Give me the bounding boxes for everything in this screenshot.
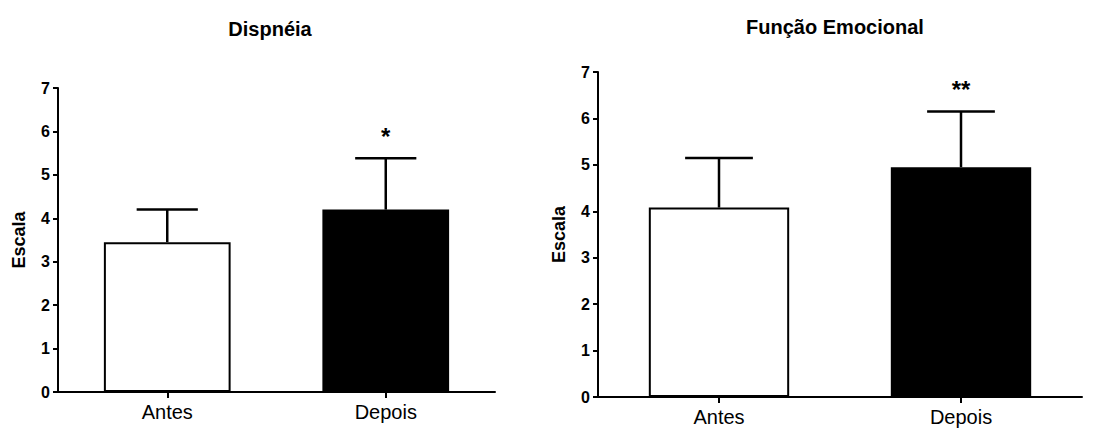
svg-text:7: 7 [581, 64, 590, 81]
svg-text:Dispnéia: Dispnéia [228, 18, 312, 40]
svg-text:1: 1 [581, 342, 590, 359]
svg-text:1: 1 [41, 340, 50, 357]
svg-text:6: 6 [41, 123, 50, 140]
svg-text:4: 4 [581, 203, 590, 220]
svg-text:Depois: Depois [930, 406, 992, 428]
svg-text:6: 6 [581, 110, 590, 127]
svg-text:Escala: Escala [9, 210, 29, 268]
svg-text:Função Emocional: Função Emocional [746, 16, 924, 38]
svg-text:Antes: Antes [693, 406, 744, 428]
svg-text:4: 4 [41, 210, 50, 227]
svg-text:5: 5 [41, 166, 50, 183]
svg-text:2: 2 [581, 296, 590, 313]
svg-text:7: 7 [41, 80, 50, 97]
svg-text:Escala: Escala [549, 205, 569, 263]
svg-text:0: 0 [581, 389, 590, 406]
svg-text:0: 0 [41, 384, 50, 401]
svg-text:5: 5 [581, 156, 590, 173]
svg-text:**: ** [952, 76, 971, 103]
svg-text:3: 3 [41, 253, 50, 270]
svg-text:*: * [381, 123, 391, 150]
svg-text:3: 3 [581, 249, 590, 266]
svg-text:2: 2 [41, 297, 50, 314]
svg-text:Antes: Antes [142, 401, 193, 423]
svg-text:Depois: Depois [355, 401, 417, 423]
